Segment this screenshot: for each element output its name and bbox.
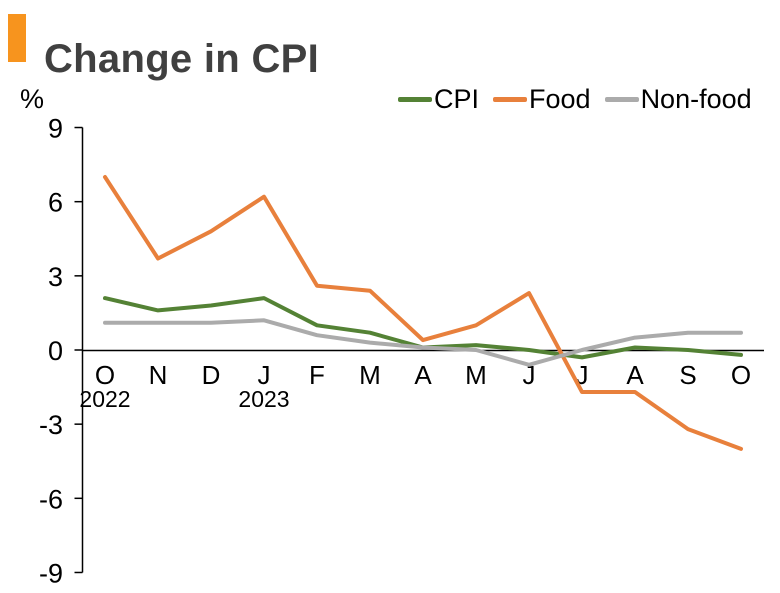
legend-item-non-food: Non-food [604, 84, 752, 115]
x-axis-month-label: S [679, 360, 696, 390]
y-axis-unit-label: % [20, 84, 45, 114]
legend-label: Non-food [640, 84, 752, 114]
x-axis-month-label: A [626, 360, 644, 390]
x-axis-month-label: N [149, 360, 168, 390]
x-axis-year-label: 2022 [79, 386, 130, 412]
x-axis-month-label: O [95, 360, 115, 390]
title-accent-bar [8, 14, 26, 62]
series-line-food [103, 175, 743, 451]
y-axis-tick-label: -3 [39, 410, 63, 440]
x-axis-month-label: O [731, 360, 751, 390]
legend-item-cpi: CPI [398, 84, 479, 115]
x-axis-month-label: J [523, 360, 536, 390]
x-axis-month-label: D [202, 360, 221, 390]
legend-item-food: Food [493, 84, 591, 115]
x-axis-month-label: M [465, 360, 487, 390]
y-axis-tick-label: 0 [48, 336, 63, 366]
chart-title: Change in CPI [44, 36, 320, 81]
x-axis-month-label: M [359, 360, 381, 390]
y-axis-tick-label: 9 [48, 114, 63, 144]
y-axis-tick-label: 3 [48, 262, 63, 292]
legend-label: CPI [434, 84, 480, 114]
y-axis-tick-label: 6 [48, 188, 63, 218]
x-axis-month-label: F [309, 360, 325, 390]
y-axis-tick-label: -9 [39, 558, 63, 588]
chart-legend: CPI Food Non-food [398, 84, 752, 115]
x-axis-year-label: 2023 [238, 386, 289, 412]
series-line-non-food [103, 318, 743, 367]
legend-swatch-non-food [604, 97, 639, 102]
legend-label: Food [529, 84, 591, 114]
y-axis-tick-label: -6 [39, 484, 63, 514]
legend-swatch-cpi [398, 97, 432, 102]
x-axis-month-label: J [258, 360, 271, 390]
x-axis-month-label: A [414, 360, 432, 390]
legend-swatch-food [493, 97, 528, 102]
